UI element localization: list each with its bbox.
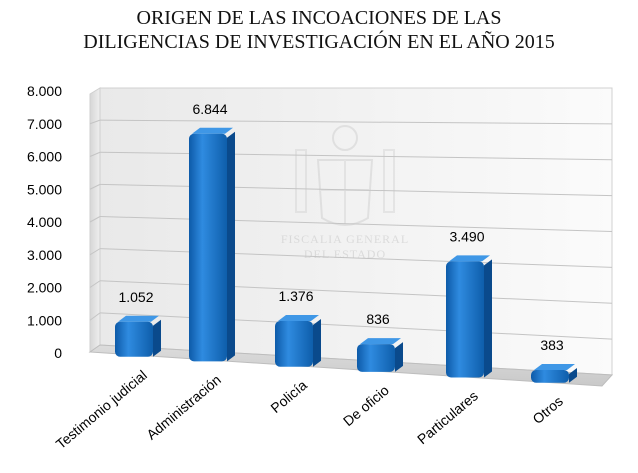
grid-line-side <box>89 280 101 288</box>
data-labels: 1.052 6.844 1.376 836 3.490 383 <box>118 101 563 353</box>
grid-line-side <box>89 248 101 256</box>
bar-side <box>227 131 235 362</box>
grid-line <box>99 280 613 304</box>
y-tick-label: 1.000 <box>27 312 62 328</box>
x-tick-label: Particulares <box>414 387 481 447</box>
bar-front <box>446 261 484 378</box>
grid-line <box>99 216 613 232</box>
bars <box>115 127 577 383</box>
x-tick-label: Policía <box>267 377 310 416</box>
grid-line-side <box>89 119 101 125</box>
grid-line-side <box>89 151 101 157</box>
grid-line-side <box>89 183 101 190</box>
grid-line-side <box>89 216 101 223</box>
chart-side-wall <box>89 87 101 353</box>
bar-top <box>360 338 401 345</box>
chart-title-line-1: ORIGEN DE LAS INCOACIONES DE LAS <box>136 7 502 29</box>
chart-title: ORIGEN DE LAS INCOACIONES DE LAS DILIGEN… <box>0 6 638 54</box>
y-tick-label: 4.000 <box>27 214 62 230</box>
bar-side <box>395 342 403 372</box>
grid-line <box>99 119 613 125</box>
data-label: 1.052 <box>118 289 153 305</box>
y-axis: 0 1.000 2.000 3.000 4.000 5.000 6.000 7.000 8.00… <box>27 83 62 361</box>
data-label: 6.844 <box>192 101 227 117</box>
bar-top <box>118 315 159 322</box>
bar-top <box>534 364 575 371</box>
bar <box>189 127 235 362</box>
grid-line <box>99 248 613 268</box>
bar-front <box>531 370 569 383</box>
bar-top <box>278 314 319 321</box>
bar <box>531 364 577 383</box>
grid-line-side <box>89 312 101 321</box>
grid-line <box>99 183 613 197</box>
y-tick-label: 0 <box>54 345 62 361</box>
bar-front <box>357 344 395 372</box>
bar <box>275 314 321 367</box>
bar <box>115 315 161 357</box>
bar-side <box>313 318 321 367</box>
bar-front <box>275 320 313 367</box>
x-tick-label: Otros <box>529 393 566 427</box>
bar <box>357 338 403 372</box>
data-label: 3.490 <box>449 228 484 244</box>
bar-front <box>115 321 153 357</box>
bar-top <box>192 127 233 134</box>
bar-front <box>189 133 227 362</box>
y-tick-label: 7.000 <box>27 116 62 132</box>
y-tick-label: 8.000 <box>27 83 62 99</box>
data-label: 836 <box>366 311 390 327</box>
y-tick-label: 2.000 <box>27 280 62 296</box>
watermark-line-2: DEL ESTADO <box>304 247 386 261</box>
y-tick-label: 3.000 <box>27 247 62 263</box>
grid-line <box>99 151 613 161</box>
bar-side <box>484 259 492 378</box>
watermark-line-1: FISCALIA GENERAL <box>281 232 409 246</box>
x-tick-label: De oficio <box>340 382 392 429</box>
bar-top <box>449 255 490 262</box>
x-tick-label: Administración <box>143 371 224 442</box>
watermark-seal: FISCALIA GENERAL DEL ESTADO <box>281 125 409 261</box>
bar-side <box>153 319 161 357</box>
data-label: 1.376 <box>278 288 313 304</box>
y-tick-label: 6.000 <box>27 149 62 165</box>
y-tick-label: 5.000 <box>27 181 62 197</box>
grid-lines <box>89 119 613 340</box>
chart-title-line-2: DILIGENCIAS DE INVESTIGACIÓN EN EL AÑO 2… <box>83 31 555 53</box>
bar-side <box>569 368 577 383</box>
bar <box>446 255 492 378</box>
grid-line <box>99 312 613 340</box>
data-label: 383 <box>540 337 564 353</box>
x-tick-label: Testimonio judicial <box>53 367 150 452</box>
